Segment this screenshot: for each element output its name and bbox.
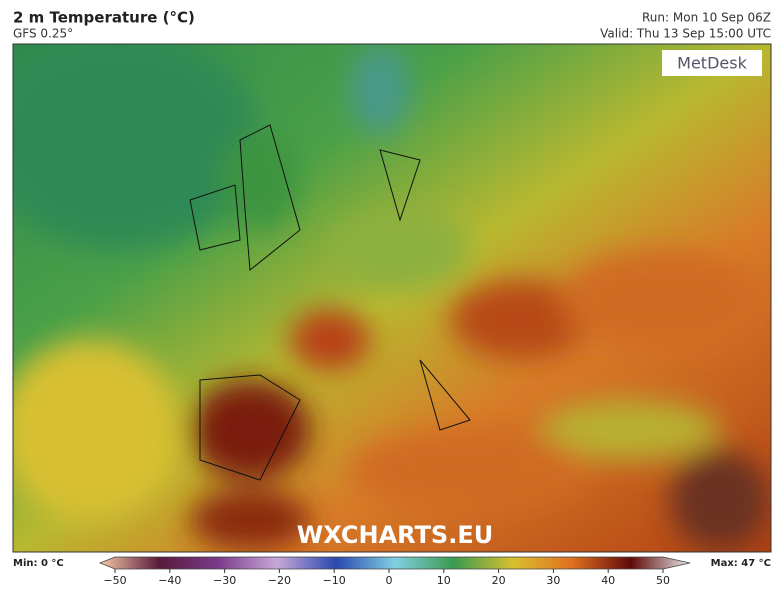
colorbar-tick-label: −10 — [323, 574, 346, 587]
colorbar-tick-label: 40 — [601, 574, 615, 587]
colorbar-tick-label: 50 — [656, 574, 670, 587]
colorbar-tick-label: −40 — [158, 574, 181, 587]
logo: MetDesk — [677, 54, 747, 73]
colorbar-tick-label: −20 — [268, 574, 291, 587]
colorbar — [98, 556, 691, 570]
title: 2 m Temperature (°C) — [13, 9, 195, 27]
colorbar-tick-label: 30 — [546, 574, 560, 587]
colorbar-tick-label: −30 — [213, 574, 236, 587]
valid-time: Valid: Thu 13 Sep 15:00 UTC — [600, 27, 771, 41]
run-time: Run: Mon 10 Sep 06Z — [642, 11, 771, 25]
logo-box — [662, 50, 762, 76]
legend-max: Max: 47 °C — [711, 558, 771, 569]
colorbar-tick-label: 20 — [492, 574, 506, 587]
colorbar-tick-label: 10 — [437, 574, 451, 587]
legend-min: Min: 0 °C — [13, 558, 64, 569]
watermark: WXCHARTS.EU — [297, 521, 493, 549]
colorbar-tick-label: −50 — [103, 574, 126, 587]
colorbar-tick-label: 0 — [386, 574, 393, 587]
temperature-map — [13, 44, 771, 552]
model: GFS 0.25° — [13, 27, 73, 41]
